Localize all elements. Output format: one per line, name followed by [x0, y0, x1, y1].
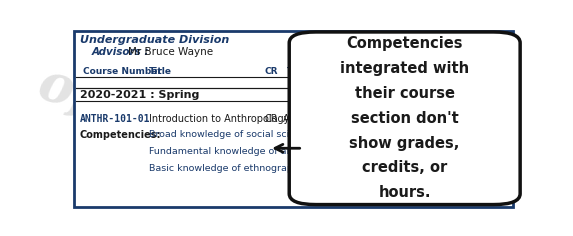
- Text: 3.00: 3.00: [331, 114, 353, 124]
- Text: Competencies:: Competencies:: [80, 130, 161, 140]
- Text: Basic knowledge of ethnographic methods (Cert 1): Basic knowledge of ethnographic methods …: [150, 164, 391, 173]
- Text: Ernd: Ernd: [358, 67, 382, 76]
- Text: Type: Type: [287, 67, 311, 76]
- Text: their course: their course: [355, 86, 455, 101]
- Text: A: A: [282, 114, 289, 124]
- Text: Competencies: Competencies: [347, 36, 463, 51]
- Text: official: official: [32, 59, 245, 161]
- Text: show grades,: show grades,: [350, 136, 460, 151]
- Text: Introduction to Anthropology: Introduction to Anthropology: [150, 114, 290, 124]
- Text: hours.: hours.: [378, 185, 431, 200]
- Text: Undergraduate Division: Undergraduate Division: [80, 35, 229, 45]
- Text: Broad knowledge of social sciences (Cert 1): Broad knowledge of social sciences (Cert…: [150, 130, 358, 139]
- Text: Fundamental knowledge of archaeological methods (Cert 1): Fundamental knowledge of archaeological …: [150, 147, 434, 156]
- Text: official: official: [131, 100, 323, 193]
- Text: Advisors :: Advisors :: [92, 47, 149, 57]
- Text: 3.00: 3.00: [355, 114, 376, 124]
- Text: Title: Title: [150, 67, 172, 76]
- FancyBboxPatch shape: [289, 32, 520, 205]
- Text: Mr Bruce Wayne: Mr Bruce Wayne: [128, 47, 214, 57]
- FancyArrowPatch shape: [275, 144, 300, 152]
- Text: section don't: section don't: [351, 111, 458, 126]
- Text: Course Number: Course Number: [83, 67, 162, 76]
- Text: Gra: Gra: [305, 67, 323, 76]
- Text: 12.0: 12.0: [401, 114, 423, 124]
- Text: Att: Att: [340, 67, 356, 76]
- Text: 2020-2021 : Spring: 2020-2021 : Spring: [80, 90, 199, 100]
- Text: credits, or: credits, or: [362, 160, 448, 175]
- Text: Q.Pts: Q.Pts: [402, 67, 430, 76]
- FancyBboxPatch shape: [74, 31, 513, 207]
- Text: ANTHR-101-01: ANTHR-101-01: [80, 114, 150, 124]
- Text: CR: CR: [265, 67, 278, 76]
- Text: CR: CR: [265, 114, 278, 124]
- Text: integrated with: integrated with: [340, 61, 469, 76]
- Text: HGpa: HGpa: [380, 67, 408, 76]
- Text: 3.00: 3.00: [378, 114, 399, 124]
- Text: Rpt: Rpt: [323, 67, 340, 76]
